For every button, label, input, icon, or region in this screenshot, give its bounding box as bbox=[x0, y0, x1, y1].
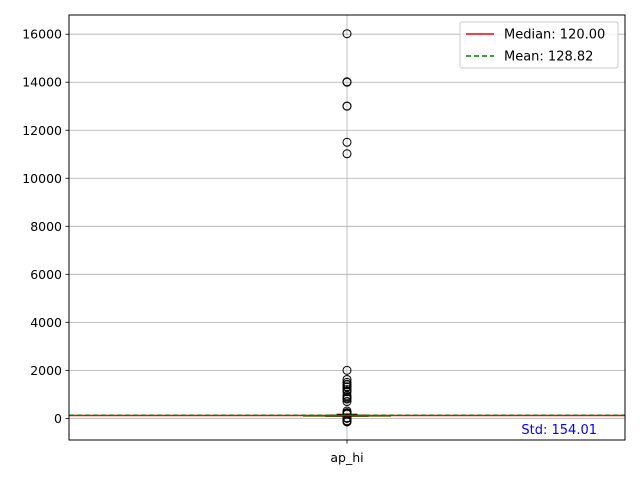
std-annotation: Std: 154.01 bbox=[521, 423, 597, 438]
outlier-point bbox=[342, 365, 352, 375]
outlier-point bbox=[342, 397, 352, 407]
outlier-point bbox=[342, 394, 352, 404]
y-axis: 0 2000 4000 6000 8000 10000 12000 14000 16000 bbox=[22, 27, 69, 426]
outlier-point bbox=[342, 77, 352, 87]
outlier-point bbox=[342, 387, 352, 397]
outlier-point bbox=[342, 101, 352, 111]
y-tick-label: 4000 bbox=[30, 315, 62, 330]
x-tick-label: ap_hi bbox=[330, 450, 363, 465]
legend-entry-median: Median: 120.00 bbox=[504, 28, 605, 43]
y-tick-label: 6000 bbox=[30, 267, 62, 282]
outlier-point bbox=[342, 413, 352, 423]
legend-box bbox=[459, 21, 619, 69]
y-tick-label: 10000 bbox=[22, 171, 62, 186]
legend: Median: 120.00 Mean: 128.82 bbox=[459, 21, 619, 69]
y-tick-label: 16000 bbox=[22, 27, 62, 42]
outlier-point bbox=[342, 417, 352, 427]
outlier-point bbox=[342, 29, 352, 39]
y-tick-label: 14000 bbox=[22, 75, 62, 90]
outlier-point bbox=[342, 137, 352, 147]
x-axis: ap_hi bbox=[330, 440, 364, 465]
outlier-point bbox=[342, 149, 352, 159]
y-tick-label: 12000 bbox=[22, 123, 62, 138]
grid-lines bbox=[69, 15, 625, 440]
y-tick-label: 8000 bbox=[30, 219, 62, 234]
legend-entry-mean: Mean: 128.82 bbox=[504, 50, 593, 65]
y-tick-label: 2000 bbox=[30, 363, 62, 378]
outlier-points bbox=[342, 29, 352, 427]
y-tick-label: 0 bbox=[54, 411, 62, 426]
